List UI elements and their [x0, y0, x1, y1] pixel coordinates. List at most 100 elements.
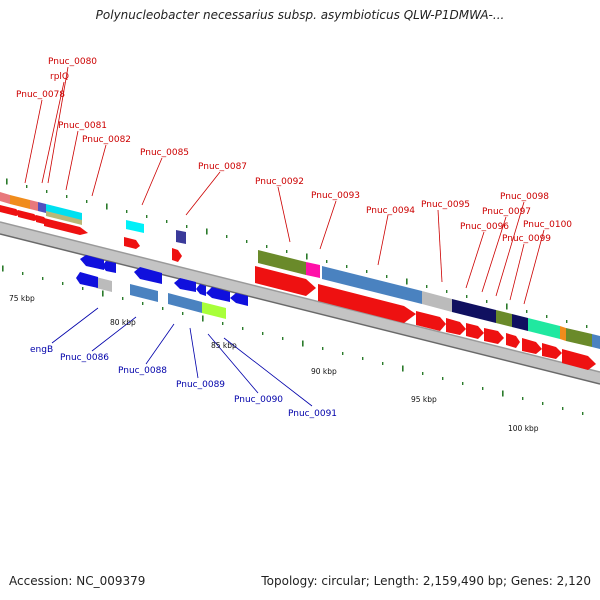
gene-label: Pnuc_0092	[255, 177, 304, 187]
forward-gene-labels: Pnuc_0080 rplQ Pnuc_0078 Pnuc_0081 Pnuc_…	[16, 57, 572, 244]
scale-tick	[326, 260, 328, 263]
scale-tick	[86, 200, 88, 203]
feature-block	[566, 328, 592, 347]
feature-block	[46, 211, 82, 225]
leader-line	[65, 130, 79, 191]
scale-label: 80 kbp	[110, 318, 136, 327]
reverse-cds-arrow	[230, 293, 248, 306]
gene-label: Pnuc_0094	[366, 206, 415, 216]
scale-tick	[566, 320, 568, 323]
forward-cds-arrow	[416, 311, 446, 331]
scale-labels: 75 kbp 80 kbp 85 kbp 90 kbp 95 kbp 100 k…	[9, 294, 539, 433]
feature-block	[38, 202, 46, 213]
scale-tick	[482, 387, 484, 390]
reverse-cds-arrow	[206, 287, 230, 302]
leader-line	[41, 81, 65, 184]
scale-tick	[526, 310, 528, 313]
scale-tick	[426, 285, 428, 288]
scale-tick	[146, 215, 148, 218]
genome-summary: Topology: circular; Length: 2,159,490 bp…	[261, 574, 591, 588]
forward-cds-arrow	[318, 284, 416, 323]
feature-block	[96, 277, 112, 292]
scale-tick	[522, 397, 524, 400]
scale-tick	[582, 412, 584, 415]
gene-label: Pnuc_0078	[16, 90, 65, 100]
feature-block	[322, 266, 422, 304]
reverse-cds-arrow	[174, 278, 196, 292]
leader-line	[465, 231, 485, 289]
gene-label: Pnuc_0089	[176, 380, 225, 390]
scale-tick	[22, 272, 24, 275]
scale-tick	[382, 362, 384, 365]
feature-block	[528, 318, 560, 339]
gene-label: Pnuc_0086	[60, 353, 109, 363]
feature-block	[10, 195, 30, 209]
forward-cds-arrow	[172, 248, 182, 262]
scale-tick	[422, 372, 424, 375]
scale-tick	[362, 357, 364, 360]
feature-block	[176, 230, 186, 244]
scale-tick	[302, 340, 304, 347]
leader-line	[319, 200, 337, 250]
scale-tick	[282, 337, 284, 340]
feature-block	[422, 291, 452, 312]
gene-label: Pnuc_0088	[118, 366, 167, 376]
leader-line	[495, 201, 525, 297]
leader-line	[141, 157, 163, 206]
feature-block	[258, 250, 306, 275]
leader-line	[91, 316, 137, 352]
leader-line	[51, 307, 99, 344]
leader-line	[145, 323, 175, 365]
leader-line	[207, 333, 259, 394]
backbone-top-edge	[0, 221, 600, 373]
feature-block	[126, 220, 144, 233]
scale-tick	[462, 382, 464, 385]
scale-tick	[166, 220, 168, 223]
reverse-tick-dots	[2, 265, 584, 415]
scale-tick	[26, 185, 28, 188]
forward-cds-arrow	[542, 343, 562, 359]
scale-tick	[562, 407, 564, 410]
leader-line	[277, 186, 291, 243]
scale-tick	[506, 303, 508, 310]
gene-label: Pnuc_0100	[523, 220, 572, 230]
gene-label: Pnuc_0091	[288, 409, 337, 419]
reverse-feature-track	[96, 277, 226, 319]
scale-tick	[82, 287, 84, 290]
reverse-leader-lines	[51, 307, 313, 407]
scale-tick	[486, 300, 488, 303]
scale-tick	[182, 312, 184, 315]
feature-block	[496, 310, 512, 327]
map-title: Polynucleobacter necessarius subsp. asym…	[95, 8, 505, 22]
scale-label: 90 kbp	[311, 367, 337, 376]
scale-tick	[102, 290, 104, 297]
scale-tick	[346, 265, 348, 268]
scale-label: 85 kbp	[211, 341, 237, 350]
reverse-gene-labels: engB Pnuc_0086 Pnuc_0088 Pnuc_0089 Pnuc_…	[30, 345, 337, 419]
leader-line	[91, 144, 107, 197]
leader-line	[47, 66, 69, 184]
feature-block	[0, 192, 10, 204]
scale-tick	[126, 210, 128, 213]
leader-line	[185, 171, 221, 216]
scale-tick	[106, 203, 108, 210]
forward-cds-arrow	[562, 349, 596, 370]
feature-block	[512, 314, 528, 331]
scale-tick	[286, 250, 288, 253]
scale-tick	[2, 265, 4, 272]
feature-block	[30, 200, 38, 211]
leader-line	[223, 337, 313, 407]
scale-label: 95 kbp	[411, 395, 437, 404]
feature-block	[130, 284, 158, 302]
scale-label: 100 kbp	[508, 424, 539, 433]
leader-line	[509, 243, 525, 301]
forward-cds-arrow	[255, 266, 316, 296]
scale-tick	[122, 297, 124, 300]
scale-tick	[546, 315, 548, 318]
gene-label: Pnuc_0087	[198, 162, 247, 172]
scale-tick	[446, 290, 448, 293]
scale-tick	[142, 302, 144, 305]
leader-line	[523, 229, 545, 305]
gene-label: Pnuc_0096	[460, 222, 509, 232]
